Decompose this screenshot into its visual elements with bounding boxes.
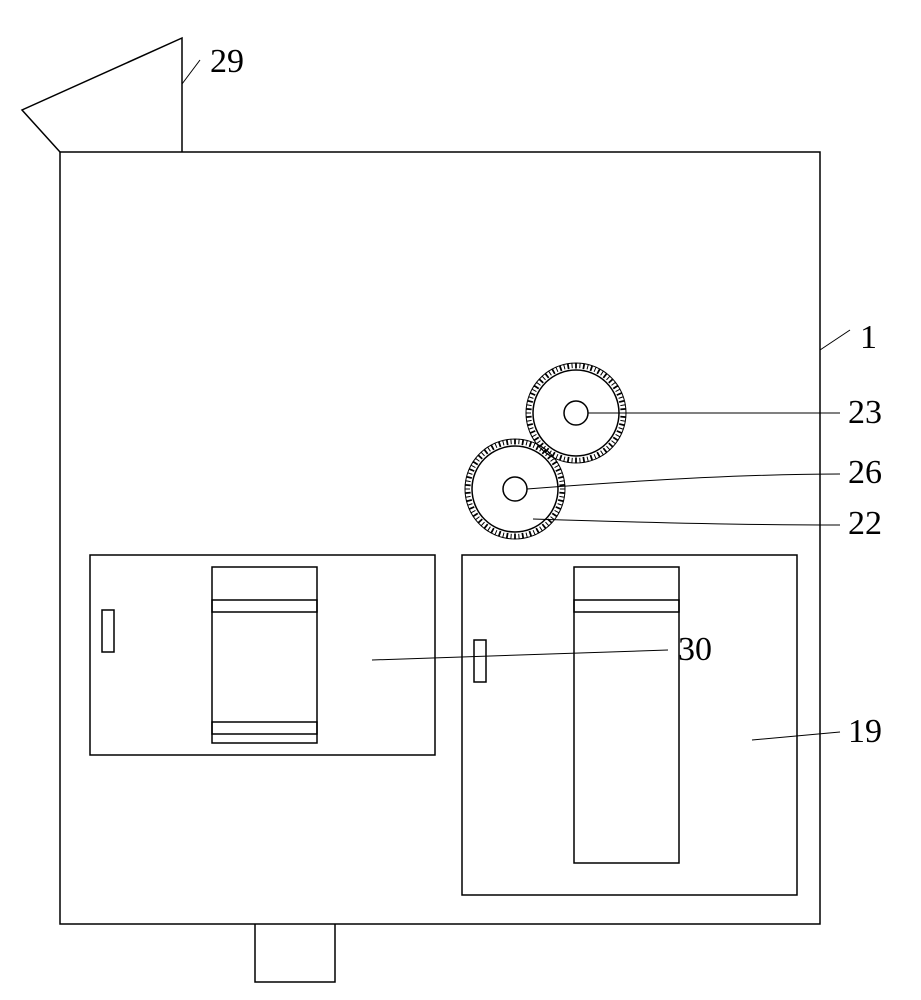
- callout-label-23: 23: [848, 394, 882, 431]
- callout-23: 23: [588, 394, 882, 431]
- callout-30: 30: [372, 631, 712, 668]
- callout-label-30: 30: [678, 631, 712, 668]
- callout-22: 22: [533, 505, 882, 542]
- left-panel-band-0: [212, 600, 317, 612]
- callout-label-19: 19: [848, 713, 882, 750]
- bottom-outlet: [255, 924, 335, 982]
- right-panel-band-0: [574, 600, 679, 612]
- right-panel: [462, 555, 797, 895]
- callout-19: 19: [752, 713, 882, 750]
- callout-label-22: 22: [848, 505, 882, 542]
- hopper: [22, 38, 182, 152]
- left-panel-handle: [102, 610, 114, 652]
- callout-1: 1: [820, 319, 877, 356]
- left-panel: [90, 555, 435, 755]
- left-panel-band-1: [212, 722, 317, 734]
- callout-label-26: 26: [848, 454, 882, 491]
- gear-bottom: [465, 439, 565, 539]
- callout-29: 29: [182, 43, 244, 84]
- callout-label-1: 1: [860, 319, 877, 356]
- left-panel-inner: [212, 567, 317, 743]
- diagram-canvas: 29 1 23 26 22 30 19: [0, 0, 921, 1000]
- callout-label-29: 29: [210, 43, 244, 80]
- main-housing: [60, 152, 820, 924]
- right-panel-handle: [474, 640, 486, 682]
